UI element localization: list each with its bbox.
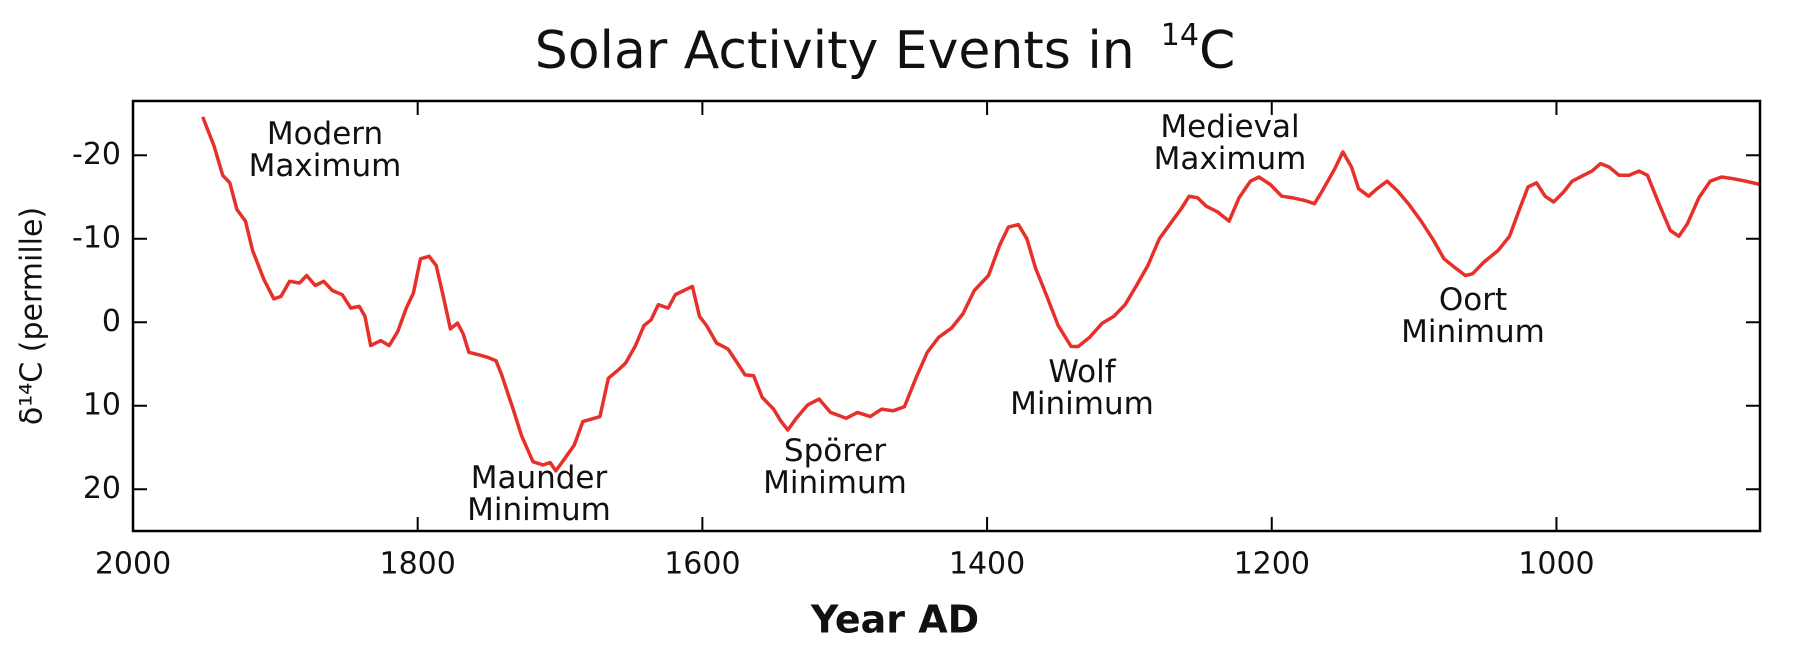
- x-tick-label: 1600: [664, 547, 740, 582]
- annotation-line: Minimum: [1010, 386, 1154, 422]
- annotation-line: Maximum: [1154, 141, 1307, 177]
- x-tick-label: 1800: [380, 547, 456, 582]
- annotation-line: Maunder: [471, 460, 608, 496]
- x-tick-label: 1400: [949, 547, 1025, 582]
- data-line: [201, 116, 1761, 473]
- annotation-line: Minimum: [763, 465, 907, 501]
- y-tick-label: -20: [72, 137, 121, 172]
- annotation-line: Maximum: [249, 148, 402, 184]
- annotation: Wolf Minimum: [1010, 354, 1154, 422]
- y-tick-label: 10: [83, 387, 121, 422]
- title-suffix: C: [1199, 21, 1235, 81]
- chart-title: Solar Activity Events in 14C: [535, 18, 1236, 82]
- plot-frame: [131, 99, 1762, 533]
- annotation: Oort Minimum: [1401, 282, 1545, 350]
- x-tick-label: 1000: [1518, 547, 1594, 582]
- y-tick-label: -10: [72, 220, 121, 255]
- annotation-line: Medieval: [1160, 109, 1299, 145]
- annotation: Modern Maximum: [249, 116, 402, 184]
- annotation-line: Oort: [1439, 282, 1507, 318]
- annotation: Medieval Maximum: [1154, 109, 1307, 177]
- annotation: Maunder Minimum: [467, 460, 611, 528]
- title-main: Solar Activity Events in: [535, 21, 1135, 81]
- x-tick-label: 1200: [1234, 547, 1310, 582]
- x-axis-label: Year AD: [810, 598, 979, 642]
- annotation-line: Spörer: [784, 433, 886, 469]
- y-tick-label: 0: [102, 304, 121, 339]
- y-axis-label: δ¹⁴C (permille): [15, 207, 50, 425]
- title-superscript: 14: [1161, 18, 1199, 53]
- annotation-line: Modern: [267, 116, 383, 152]
- y-tick-label: 20: [83, 471, 121, 506]
- annotation-line: Minimum: [1401, 314, 1545, 350]
- annotation-line: Minimum: [467, 492, 611, 528]
- x-tick-label: 2000: [95, 547, 171, 582]
- annotation: Spörer Minimum: [763, 433, 907, 501]
- annotation-line: Wolf: [1048, 354, 1116, 390]
